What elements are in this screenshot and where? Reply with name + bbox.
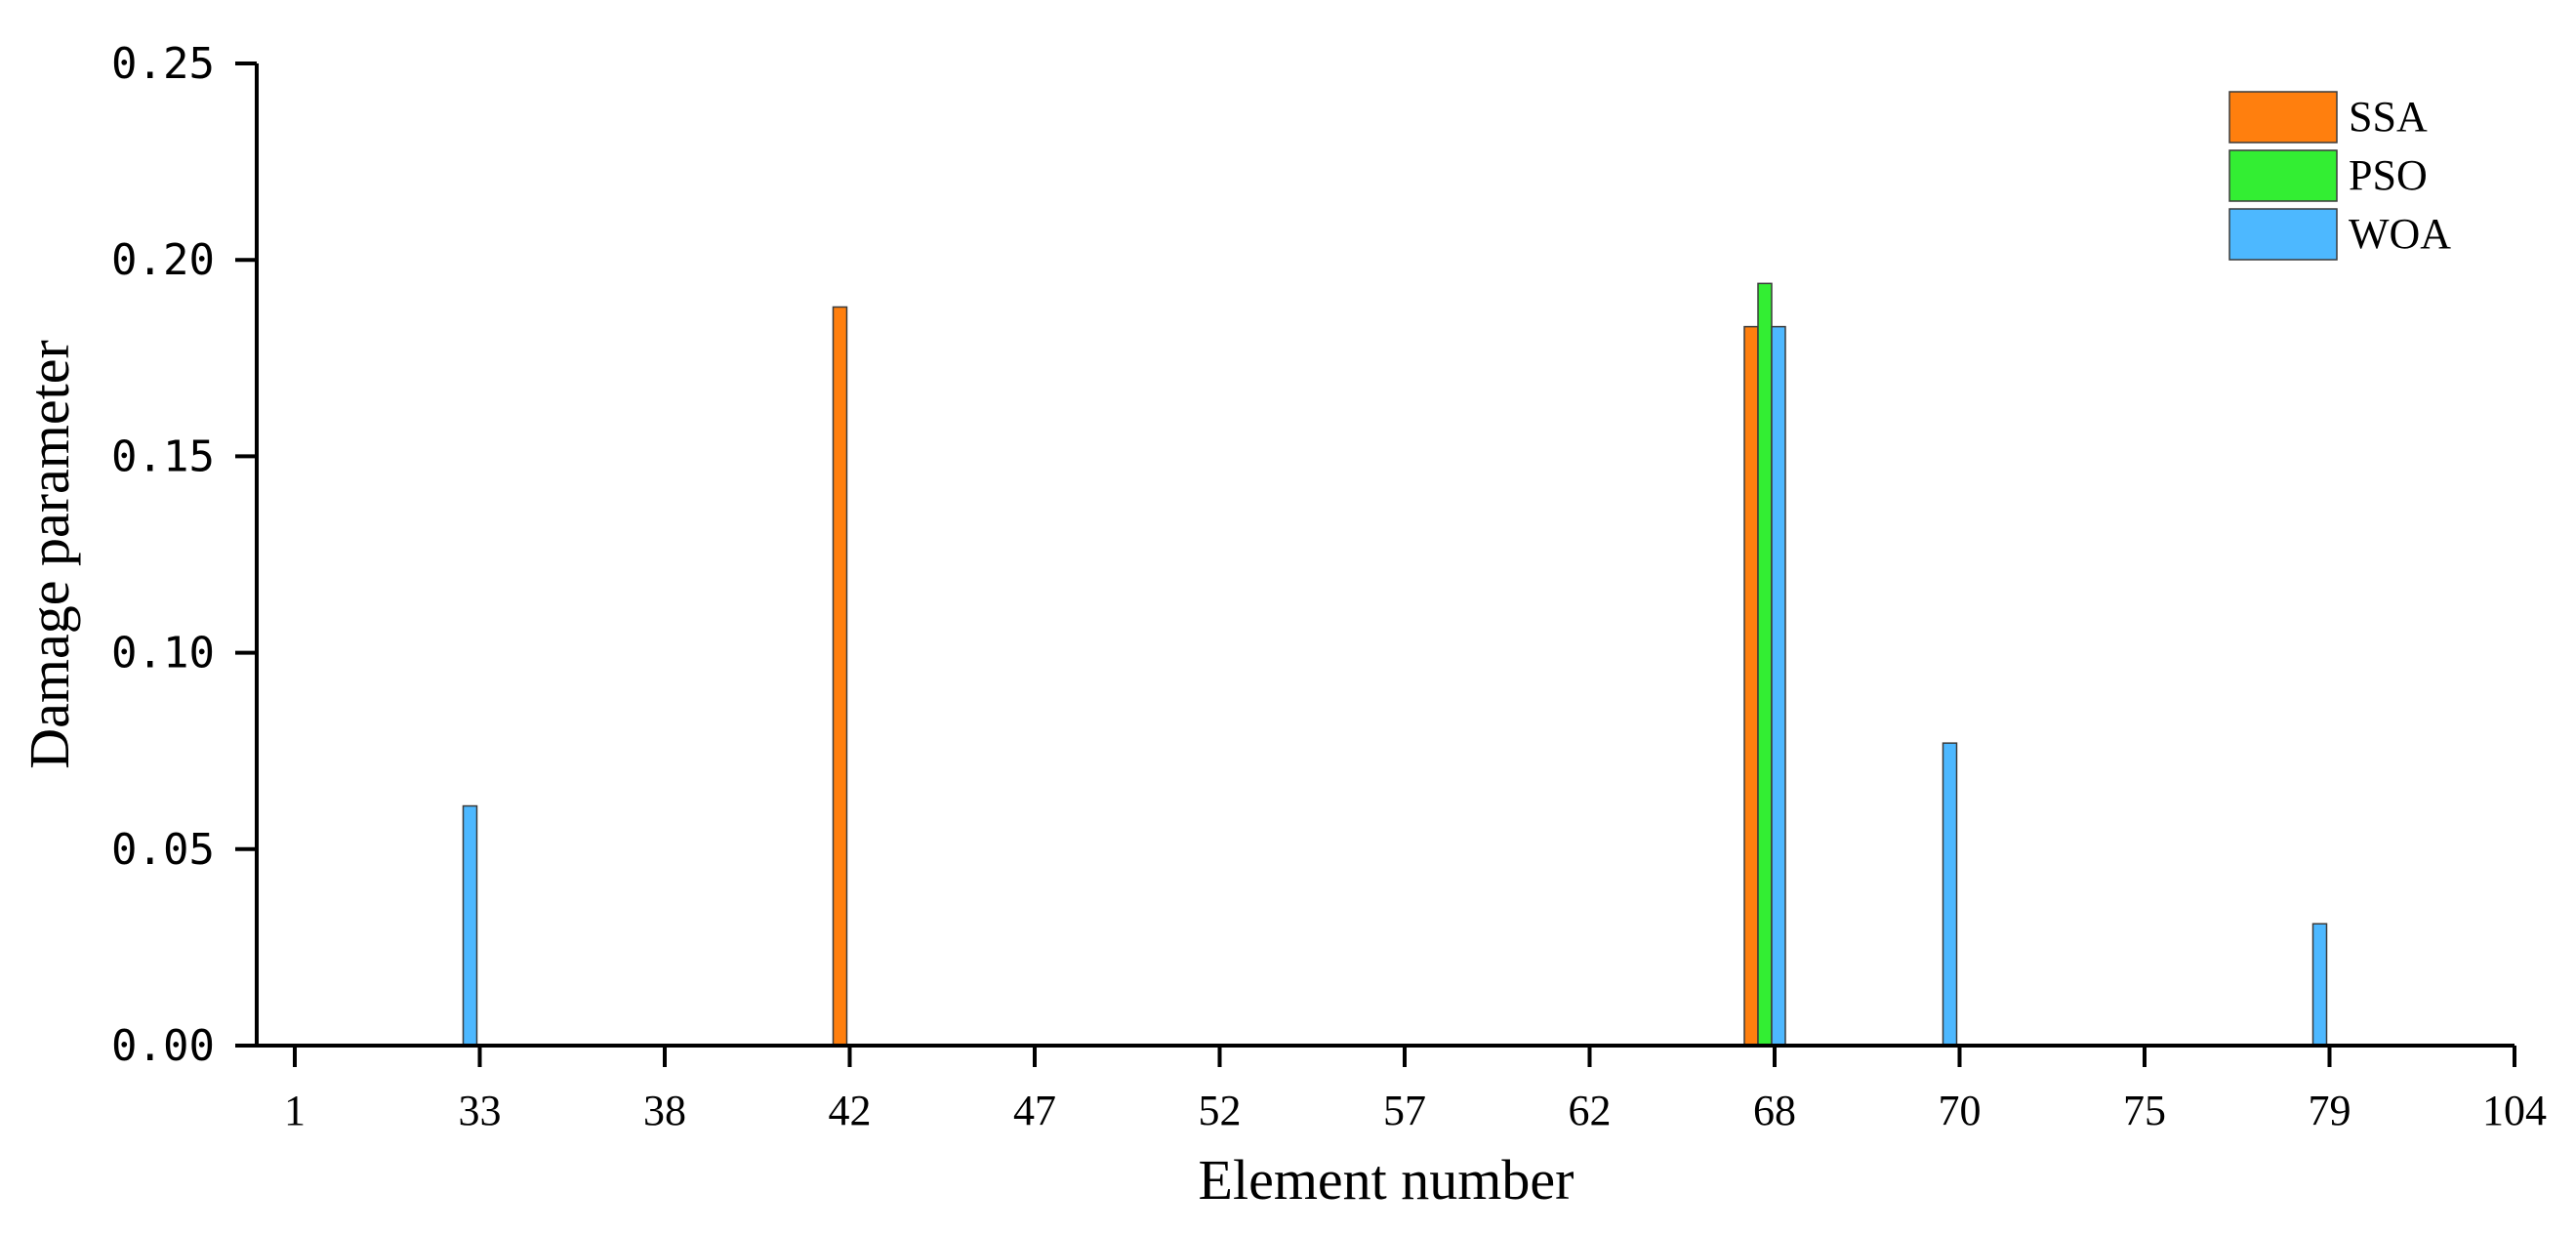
legend-label-woa: WOA: [2349, 210, 2451, 258]
x-tick-label: 68: [1753, 1087, 1796, 1134]
x-tick-label: 70: [1939, 1087, 1982, 1134]
y-tick-label: 0.20: [111, 235, 215, 285]
x-tick-label: 52: [1199, 1087, 1242, 1134]
y-tick-label: 0.10: [111, 629, 215, 679]
bar-woa-element-79: [2311, 923, 2328, 1047]
legend-label-ssa: SSA: [2349, 93, 2428, 141]
x-tick-label: 33: [459, 1087, 502, 1134]
bar-ssa-element-42: [832, 306, 848, 1047]
bar-pso-element-68: [1757, 282, 1773, 1047]
bar-woa-element-33: [462, 804, 478, 1047]
y-tick-label: 0.15: [111, 432, 215, 481]
y-tick-label: 0.05: [111, 825, 215, 875]
bar-woa-element-68: [1771, 325, 1786, 1047]
legend-swatch-ssa: [2228, 91, 2338, 144]
x-tick-label: 104: [2482, 1087, 2547, 1134]
x-tick-label: 1: [284, 1087, 306, 1134]
x-tick-label: 79: [2309, 1087, 2351, 1134]
legend-label-pso: PSO: [2349, 151, 2428, 199]
legend: SSA PSO WOA: [2228, 91, 2451, 261]
x-tick-label: 42: [829, 1087, 872, 1134]
x-axis-title: Element number: [1199, 1148, 1574, 1212]
y-axis-title: Damage parameter: [18, 340, 81, 769]
y-tick-label: 0.25: [111, 39, 215, 89]
x-tick-label: 62: [1569, 1087, 1612, 1134]
legend-swatch-pso: [2228, 149, 2338, 202]
x-ticks-group: 1 33 38 42 47 52 57 62 68 70 75 79 104: [284, 1046, 2547, 1134]
x-tick-label: 38: [643, 1087, 686, 1134]
plot-area: 0.00 0.05 0.10 0.15 0.20 0.25 1 33 38 42 47 52 57 62…: [111, 39, 2547, 1134]
bars-group: [462, 282, 2328, 1047]
y-tick-label: 0.00: [111, 1021, 215, 1071]
y-ticks-group: 0.00 0.05 0.10 0.15 0.20 0.25: [111, 39, 257, 1071]
legend-swatch-woa: [2228, 208, 2338, 261]
bar-ssa-element-68: [1743, 325, 1759, 1047]
bar-woa-element-70: [1942, 742, 1958, 1047]
x-tick-label: 75: [2123, 1087, 2166, 1134]
x-tick-label: 57: [1383, 1087, 1426, 1134]
x-tick-label: 47: [1013, 1087, 1056, 1134]
